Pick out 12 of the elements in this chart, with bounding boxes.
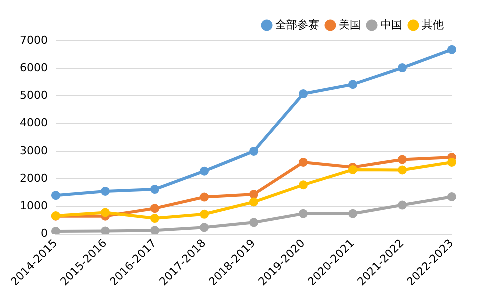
y-tick-label: 3000 (20, 144, 48, 158)
legend-label: 中国 (380, 18, 402, 32)
y-tick-label: 6000 (20, 61, 48, 74)
y-tick-label: 5000 (20, 89, 48, 102)
legend-label: 全部参赛 (276, 18, 320, 32)
y-tick-label: 1000 (20, 200, 48, 213)
y-tick-label: 2000 (20, 172, 48, 185)
y-tick-label: 7000 (20, 34, 48, 47)
legend-label: 美国 (339, 18, 361, 32)
y-tick-label: 0 (40, 227, 48, 240)
y-tick-label: 4000 (20, 116, 48, 130)
legend-label: 其他 (422, 18, 444, 32)
